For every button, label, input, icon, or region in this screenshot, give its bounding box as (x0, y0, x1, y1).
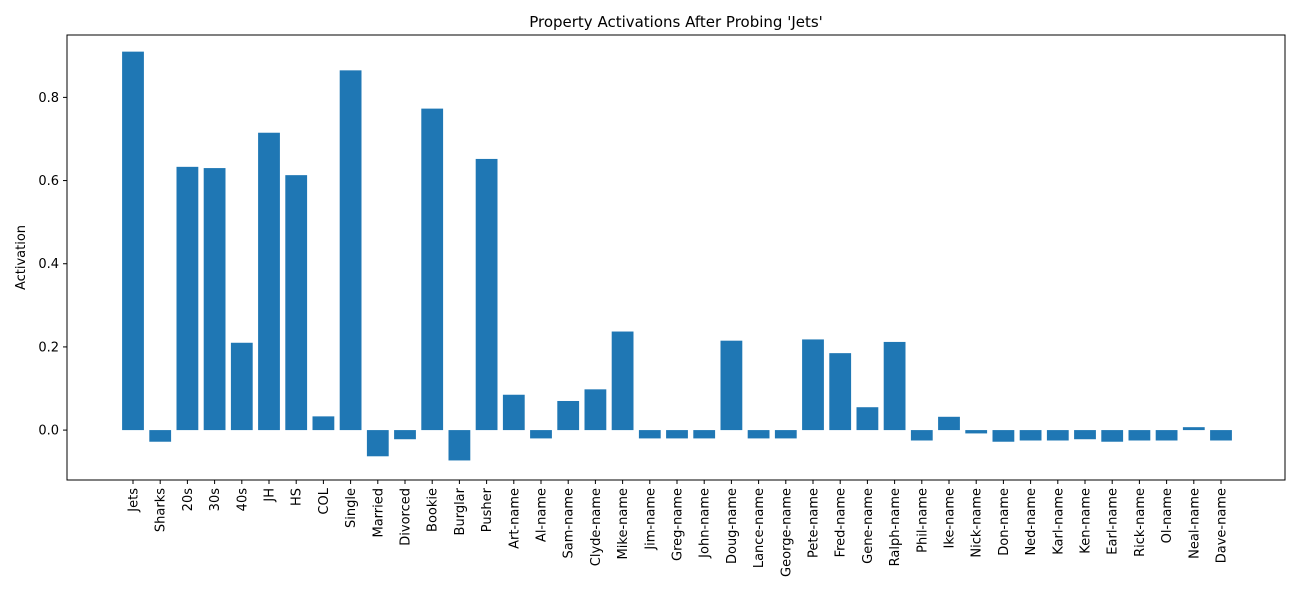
bar-pusher (475, 158, 498, 431)
y-axis-ticks: 0.0 0.2 0.4 0.6 0.8 (38, 91, 67, 439)
x-tick-label: Pete-name (807, 488, 822, 558)
bar-hs (285, 175, 308, 431)
bars-group (122, 51, 1232, 461)
x-tick-label: George-name (779, 488, 794, 577)
bar-mike-name (611, 331, 634, 431)
bar-nick-name (965, 430, 988, 434)
y-tick-label: 0.2 (38, 340, 59, 355)
bar-ken-name (1074, 430, 1096, 440)
bar-phil-name (910, 430, 933, 441)
bar-art-name (502, 394, 525, 431)
bar-40s (230, 342, 253, 431)
x-tick-label: Nick-name (970, 488, 985, 558)
bar-ralph-name (883, 341, 906, 431)
bar-rick-name (1128, 430, 1151, 441)
bar-ol-name (1155, 430, 1178, 441)
bar-jets (122, 51, 144, 431)
bar-married (366, 430, 389, 457)
x-tick-label: Jim-name (643, 488, 658, 551)
x-tick-label: Dave-name (1215, 488, 1230, 563)
bar-sharks (149, 430, 172, 442)
x-tick-label: COL (317, 487, 332, 514)
y-tick-label: 0.8 (38, 91, 59, 106)
bar-george-name (774, 430, 797, 439)
x-tick-label: Married (371, 488, 386, 538)
x-tick-label: 30s (208, 488, 223, 512)
x-tick-label: HS (290, 488, 305, 506)
bar-dave-name (1210, 430, 1232, 441)
x-tick-label: Bookie (426, 488, 441, 532)
y-axis-label: Activation (14, 225, 29, 290)
x-tick-label: Jets (127, 488, 142, 513)
x-tick-label: Ken-name (1079, 488, 1094, 554)
x-tick-label: Gene-name (861, 488, 876, 564)
x-tick-label: 40s (235, 488, 250, 512)
x-tick-label: Earl-name (1106, 488, 1121, 555)
x-tick-label: Phil-name (915, 488, 930, 553)
x-tick-label: Single (344, 488, 359, 528)
x-tick-label: Mike-name (616, 488, 631, 559)
bar-doug-name (720, 340, 743, 431)
x-tick-label: Ol-name (1160, 488, 1175, 543)
x-tick-label: Divorced (399, 488, 414, 546)
x-tick-label: Fred-name (834, 488, 849, 557)
bar-fred-name (829, 353, 852, 431)
x-tick-label: Lance-name (752, 488, 767, 568)
bar-earl-name (1101, 430, 1124, 442)
bar-ned-name (1019, 430, 1042, 441)
x-tick-label: Burglar (453, 487, 468, 535)
bar-burglar (448, 430, 471, 461)
x-tick-label: Al-name (535, 488, 550, 542)
x-tick-label: Clyde-name (589, 488, 604, 566)
bar-jim-name (638, 430, 661, 439)
x-tick-label: John-name (698, 488, 713, 559)
bar-karl-name (1046, 430, 1069, 441)
bar-ike-name (938, 416, 960, 431)
x-tick-label: Doug-name (725, 488, 740, 564)
x-tick-label: Sharks (154, 488, 169, 532)
bar-30s (203, 168, 226, 431)
bar-bookie (421, 108, 444, 431)
x-tick-label: Greg-name (671, 488, 686, 561)
bar-jh (258, 132, 280, 431)
x-axis-ticks: Jets Sharks 20s 30s 40s JH HS COL Single Married D… (127, 480, 1230, 577)
x-tick-label: Ned-name (1024, 488, 1039, 556)
x-tick-label: Ike-name (943, 488, 958, 548)
x-tick-label: Ralph-name (888, 488, 903, 566)
bar-lance-name (747, 430, 770, 439)
bar-gene-name (856, 407, 879, 431)
bar-clyde-name (584, 389, 607, 431)
x-tick-label: Neal-name (1187, 488, 1202, 559)
x-tick-label: Art-name (507, 488, 522, 549)
y-tick-label: 0.4 (38, 257, 59, 272)
x-tick-label: JH (263, 488, 278, 503)
bar-john-name (693, 430, 716, 439)
chart-title: Property Activations After Probing 'Jets… (529, 13, 823, 31)
y-tick-label: 0.0 (38, 424, 59, 439)
x-tick-label: Pusher (480, 487, 495, 532)
bar-pete-name (802, 339, 824, 431)
bar-divorced (394, 430, 416, 440)
x-tick-label: Don-name (997, 488, 1012, 556)
plot-frame (66, 34, 1286, 481)
bar-neal-name (1182, 427, 1205, 431)
bar-col (312, 416, 335, 431)
bar-al-name (530, 430, 552, 439)
bar-single (339, 70, 362, 431)
y-tick-label: 0.6 (38, 174, 59, 189)
bar-sam-name (557, 400, 580, 431)
x-tick-label: Rick-name (1133, 488, 1148, 557)
x-tick-label: Karl-name (1051, 488, 1066, 555)
bar-greg-name (666, 430, 688, 439)
x-tick-label: 20s (181, 488, 196, 512)
x-tick-label: Sam-name (562, 488, 577, 558)
bar-20s (176, 166, 199, 431)
bar-don-name (992, 430, 1015, 442)
